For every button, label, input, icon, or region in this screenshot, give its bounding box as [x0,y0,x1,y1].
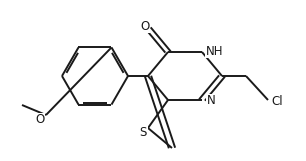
Text: O: O [35,113,44,126]
Text: N: N [207,94,215,107]
Text: NH: NH [206,45,223,58]
Text: S: S [140,126,147,139]
Text: O: O [140,20,150,33]
Text: Cl: Cl [271,95,283,108]
